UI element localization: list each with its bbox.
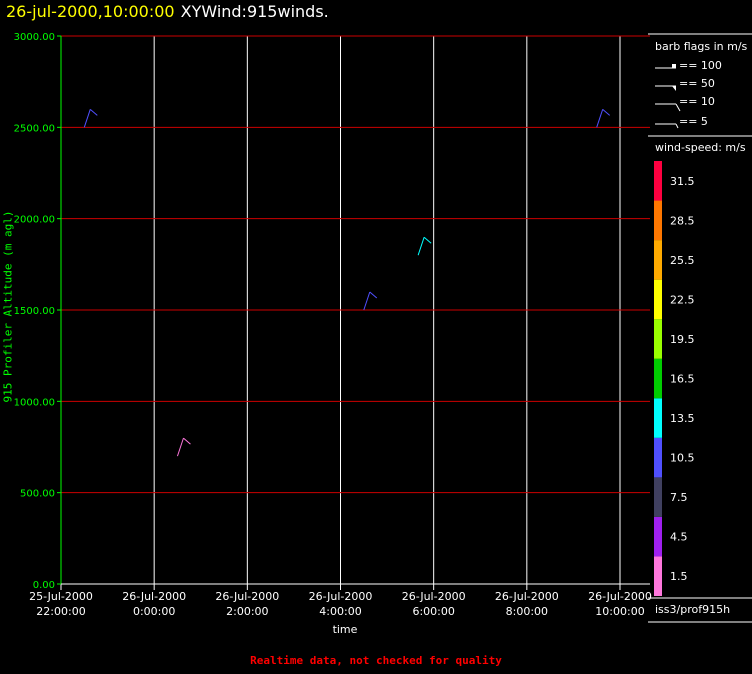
colorbar-label: 19.5 xyxy=(670,333,695,346)
x-tick-label-date: 26-Jul-2000 xyxy=(215,590,279,603)
wind-barb xyxy=(83,108,98,128)
colorbar-segment xyxy=(654,200,662,241)
title-product: XYWind:915winds. xyxy=(180,2,329,21)
y-axis-label: 915 Profiler Altitude (m agl) xyxy=(1,210,15,403)
wind-barb xyxy=(417,236,432,256)
barb-legend-item: == 5 xyxy=(655,115,708,129)
y-tick-label: 1000.00 xyxy=(14,397,55,408)
barb-legend-flag xyxy=(672,86,676,91)
barb-flag xyxy=(602,108,611,116)
colorbar-label: 28.5 xyxy=(670,214,695,227)
x-tick-label-date: 26-Jul-2000 xyxy=(495,590,559,603)
barb-flag xyxy=(183,437,191,445)
y-tick-label: 500.00 xyxy=(20,489,55,500)
barb-legend-label: == 50 xyxy=(679,77,715,90)
colorbar-segment xyxy=(654,556,662,596)
colorbar-segment xyxy=(654,358,662,399)
x-tick-label-date: 26-Jul-2000 xyxy=(588,590,652,603)
barb-staff xyxy=(417,237,425,256)
colorbar-segment xyxy=(654,240,662,280)
colorbar-label: 25.5 xyxy=(670,254,695,267)
barb-staff xyxy=(83,109,91,128)
y-tick-label: 0.00 xyxy=(33,580,55,591)
barb-legend-title: barb flags in m/s xyxy=(655,40,748,53)
barb-staff xyxy=(363,291,371,311)
axes: 25-Jul-2000 22:00:00 26-Jul-2000 0:00:00 26-… xyxy=(14,32,652,618)
colorbar-label: 10.5 xyxy=(670,452,695,465)
x-tick-label-time: 6:00:00 xyxy=(412,605,454,618)
y-tick-label: 1500.00 xyxy=(14,306,55,317)
barb-legend-label: == 5 xyxy=(679,115,708,128)
colorbar-segment xyxy=(654,279,662,320)
wind-barb xyxy=(596,108,611,128)
colorbar-segment xyxy=(654,161,662,201)
colorbar-label: 1.5 xyxy=(670,570,688,583)
colorbar-label: 31.5 xyxy=(670,175,695,188)
colorbar-label: 13.5 xyxy=(670,412,695,425)
quality-note: Realtime data, not checked for quality xyxy=(250,654,502,667)
colorbar-segment xyxy=(654,516,662,557)
chart-title: 26-jul-2000,10:00:00 XYWind:915winds. xyxy=(6,2,329,21)
colorbar-title: wind-speed: m/s xyxy=(655,141,746,154)
colorbar-label: 16.5 xyxy=(670,373,695,386)
barb-flag xyxy=(369,291,378,299)
barb-flag xyxy=(423,236,432,244)
x-axis-label: time xyxy=(332,623,358,636)
barb-legend-item: == 50 xyxy=(655,77,715,91)
colorbar-segment xyxy=(654,398,662,438)
wind-barb xyxy=(176,437,191,457)
barb-legend-label: == 100 xyxy=(679,59,722,72)
y-tick-label: 2000.00 xyxy=(14,215,55,226)
station-id: iss3/prof915h xyxy=(655,603,731,616)
x-tick-label-time: 2:00:00 xyxy=(226,605,268,618)
x-tick-label-time: 22:00:00 xyxy=(36,605,85,618)
x-tick-label-time: 8:00:00 xyxy=(506,605,548,618)
barb-flag xyxy=(89,108,98,116)
y-tick-label: 2500.00 xyxy=(14,123,55,134)
barb-legend-item: == 10 xyxy=(655,95,715,112)
barb-legend-item: == 100 xyxy=(655,59,722,72)
x-tick-label-date: 26-Jul-2000 xyxy=(309,590,373,603)
colorbar-segment xyxy=(654,319,662,359)
barb-legend-pennant xyxy=(672,64,676,68)
x-tick-label-time: 10:00:00 xyxy=(595,605,644,618)
barb-staff xyxy=(176,437,184,457)
legend: == 100 == 50 == 10 == 5 1.5 4.5 7.5 10.5 13.5 16.… xyxy=(648,33,752,623)
barb-legend-label: == 10 xyxy=(679,95,715,108)
y-tick-label: 3000.00 xyxy=(14,32,55,43)
barb-legend-full xyxy=(675,103,681,112)
x-tick-label-date: 26-Jul-2000 xyxy=(122,590,186,603)
barb-legend-half xyxy=(675,123,679,129)
colorbar-segment xyxy=(654,437,662,478)
colorbar-label: 7.5 xyxy=(670,491,688,504)
x-tick-label-date: 25-Jul-2000 xyxy=(29,590,93,603)
x-tick-label-date: 26-Jul-2000 xyxy=(402,590,466,603)
colorbar-segment xyxy=(654,477,662,517)
colorbar-label: 22.5 xyxy=(670,293,695,306)
title-timestamp: 26-jul-2000,10:00:00 xyxy=(6,2,175,21)
x-tick-label-time: 0:00:00 xyxy=(133,605,175,618)
wind-barbs xyxy=(83,108,611,457)
grid xyxy=(60,35,650,584)
barb-staff xyxy=(596,109,604,128)
colorbar-label: 4.5 xyxy=(670,531,688,544)
x-tick-label-time: 4:00:00 xyxy=(319,605,361,618)
wind-barb xyxy=(363,291,378,311)
